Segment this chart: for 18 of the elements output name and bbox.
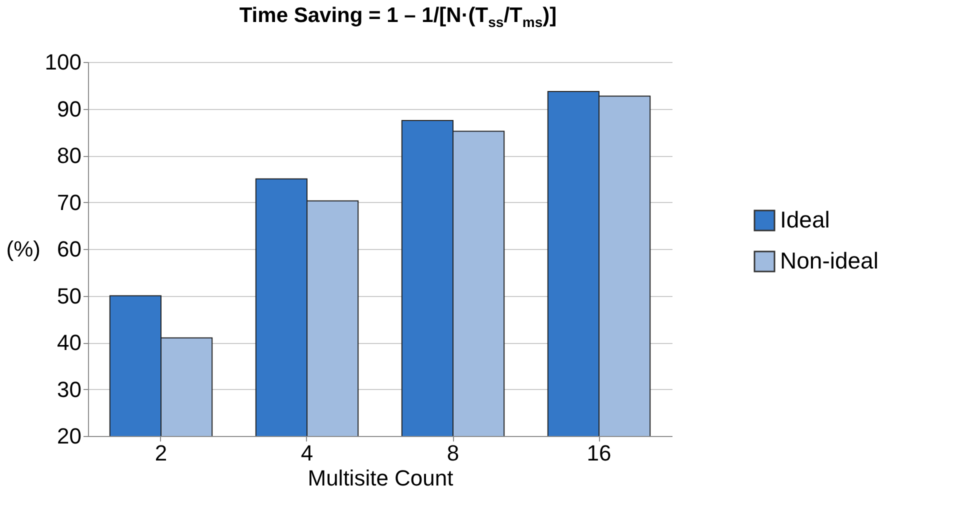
x-tick-label: 16 — [586, 440, 612, 466]
x-axis-title: Multisite Count — [308, 466, 454, 490]
y-tick-label: 100 — [44, 50, 82, 74]
y-tick-label: 40 — [57, 330, 82, 355]
legend-label: Non-ideal — [780, 248, 878, 274]
legend-label: Ideal — [780, 206, 830, 232]
y-tick-label: 60 — [57, 236, 82, 262]
y-tick-label: 80 — [57, 143, 82, 168]
chart-title: Time Saving = 1 – 1/[N·(T$_{ss}$/T$_{ms}$)] — [238, 4, 558, 30]
y-tick-label: 20 — [57, 424, 82, 448]
y-tick-label: 70 — [57, 190, 82, 215]
y-tick-label: 90 — [57, 96, 82, 122]
y-axis-title: (%) — [6, 236, 40, 262]
x-tick-label: 8 — [446, 440, 460, 466]
y-tick-label: 50 — [57, 283, 82, 308]
x-tick-label: 2 — [154, 440, 168, 466]
y-tick-label: 30 — [57, 376, 82, 402]
x-tick-label: 4 — [300, 440, 314, 466]
